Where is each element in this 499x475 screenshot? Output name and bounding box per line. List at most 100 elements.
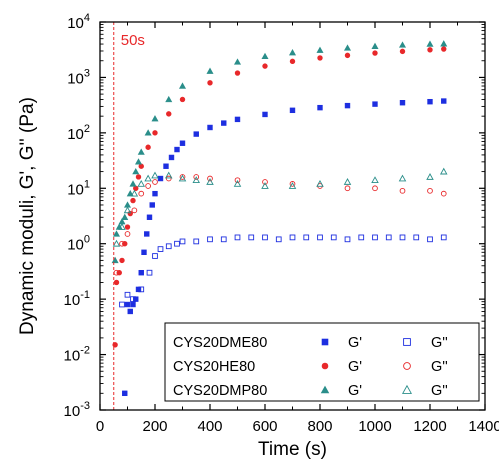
data-point xyxy=(439,167,448,175)
data-point xyxy=(427,98,433,105)
y-axis-title: Dynamic moduli, G', G'' (Pa) xyxy=(17,97,38,335)
y-tick-label: 103 xyxy=(67,67,90,87)
legend-sample-label: CYS20DMP80 xyxy=(173,383,267,399)
data-point xyxy=(179,174,186,180)
data-point xyxy=(233,58,242,65)
legend-g2-label: G'' xyxy=(431,335,448,351)
data-point xyxy=(179,140,186,146)
series-2 xyxy=(112,46,447,348)
data-point xyxy=(261,52,269,60)
y-tick-exponent: -2 xyxy=(80,345,90,357)
data-point xyxy=(138,286,145,293)
legend-marker-open xyxy=(401,384,413,394)
data-point xyxy=(138,269,144,276)
data-point xyxy=(151,115,159,122)
data-point xyxy=(440,234,447,241)
x-tick-label: 200 xyxy=(142,418,167,435)
x-tick-label: 600 xyxy=(252,418,277,435)
data-point xyxy=(179,96,186,103)
legend-marker-open xyxy=(403,362,411,370)
legend-marker-filled xyxy=(321,338,329,346)
data-point xyxy=(262,234,268,241)
data-point xyxy=(119,257,125,264)
data-point xyxy=(132,167,140,175)
y-tick-label: 100 xyxy=(67,234,90,254)
data-point xyxy=(165,175,172,182)
y-tick-base: 10 xyxy=(67,126,84,143)
y-tick-base: 10 xyxy=(64,292,81,309)
data-point xyxy=(371,42,379,49)
y-tick-base: 10 xyxy=(67,70,84,87)
data-point xyxy=(119,240,125,247)
data-point xyxy=(234,177,241,184)
data-point xyxy=(127,308,133,315)
data-point xyxy=(157,175,164,182)
data-point xyxy=(426,173,434,180)
data-point xyxy=(288,49,297,56)
data-point xyxy=(122,390,128,397)
series-3 xyxy=(113,174,447,276)
data-point xyxy=(440,40,448,47)
data-point xyxy=(234,234,241,241)
legend-g1-label: G' xyxy=(348,383,362,399)
legend-g2-label: G'' xyxy=(431,383,448,399)
y-tick-exponent: -3 xyxy=(80,400,90,412)
data-point xyxy=(426,40,434,47)
data-point xyxy=(130,301,136,308)
data-point xyxy=(133,185,139,191)
data-point xyxy=(141,249,147,256)
data-point xyxy=(206,178,214,185)
data-layer xyxy=(111,40,448,397)
data-point xyxy=(144,129,152,136)
data-point xyxy=(427,47,433,53)
data-point xyxy=(165,95,173,103)
y-tick-exponent: -1 xyxy=(80,289,90,301)
data-point xyxy=(135,174,142,180)
data-point xyxy=(152,190,158,197)
data-point xyxy=(179,238,186,245)
data-point xyxy=(112,239,121,247)
data-point xyxy=(126,190,134,197)
data-point xyxy=(289,107,296,114)
data-point xyxy=(207,80,213,86)
data-point xyxy=(145,144,151,150)
data-point xyxy=(275,236,282,243)
data-point xyxy=(233,179,242,187)
data-point xyxy=(303,234,310,241)
legend-g2-label: G'' xyxy=(431,359,448,375)
data-point xyxy=(152,179,158,185)
data-point xyxy=(399,48,406,55)
x-tick-label: 1400 xyxy=(468,418,499,435)
y-tick-label: 10-1 xyxy=(64,289,90,309)
data-point xyxy=(262,179,268,185)
data-point xyxy=(234,70,241,76)
series-4 xyxy=(111,40,448,264)
data-point xyxy=(399,187,406,194)
data-point xyxy=(221,120,227,126)
data-point xyxy=(130,296,136,302)
series-5 xyxy=(112,167,448,247)
data-point xyxy=(151,171,159,179)
y-tick-label: 10-2 xyxy=(64,345,90,365)
data-point xyxy=(138,190,145,197)
y-tick-exponent: 0 xyxy=(84,234,90,246)
legend-g1-label: G' xyxy=(348,359,362,375)
data-point xyxy=(343,178,352,185)
data-point xyxy=(131,207,138,214)
y-tick-base: 10 xyxy=(67,15,84,32)
data-point xyxy=(220,236,227,243)
data-point xyxy=(206,67,214,74)
data-point xyxy=(124,231,131,237)
data-point xyxy=(317,104,323,111)
data-point xyxy=(344,236,351,243)
data-point xyxy=(289,58,296,65)
series-1 xyxy=(119,234,447,308)
data-point xyxy=(316,46,324,53)
data-point xyxy=(149,202,155,208)
x-tick-label: 400 xyxy=(197,418,222,435)
data-point xyxy=(248,234,255,241)
data-point xyxy=(427,187,433,194)
data-point xyxy=(317,55,323,61)
data-point xyxy=(178,174,187,182)
